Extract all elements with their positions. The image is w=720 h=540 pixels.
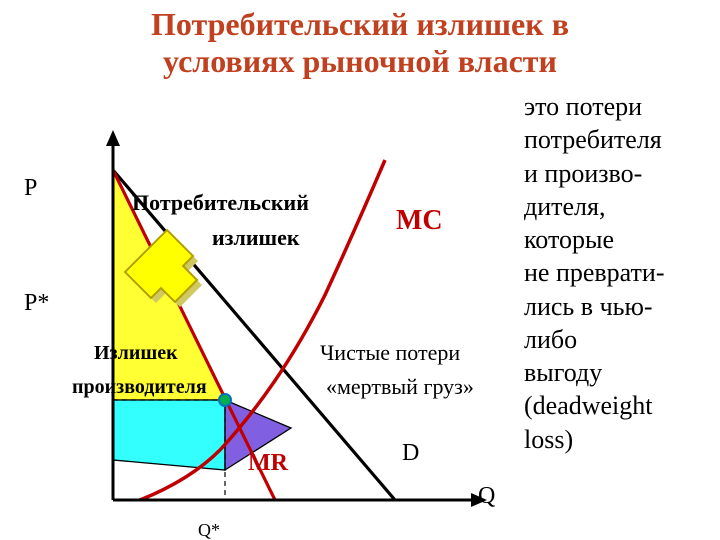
label-deadweight-2: «мертвый груз» <box>326 374 474 400</box>
label-d: D <box>402 440 419 467</box>
label-producer-surplus-1: Излишек <box>94 342 178 365</box>
slide-title: Потребительский излишек в условиях рыноч… <box>0 6 720 80</box>
label-mr: MR <box>248 450 288 477</box>
label-p-star: P* <box>24 290 49 317</box>
title-line2: условиях рыночной власти <box>0 43 720 80</box>
label-q-star: Q* <box>198 520 220 540</box>
equilibrium-point <box>219 394 231 406</box>
label-consumer-surplus-1: Потребительский <box>132 190 309 216</box>
label-mc: MC <box>396 205 443 237</box>
slide-root: Потребительский излишек в условиях рыноч… <box>0 0 720 540</box>
label-consumer-surplus-2: излишек <box>212 225 300 251</box>
label-q: Q <box>478 483 495 510</box>
label-p: P <box>24 175 37 202</box>
title-line1: Потребительский излишек в <box>0 6 720 43</box>
explanation-text: это потери потребителя и произво- дителя… <box>524 90 665 456</box>
label-producer-surplus-2: производителя <box>72 376 207 399</box>
y-axis-arrow <box>106 130 120 146</box>
label-deadweight-1: Чистые потери <box>320 340 460 366</box>
